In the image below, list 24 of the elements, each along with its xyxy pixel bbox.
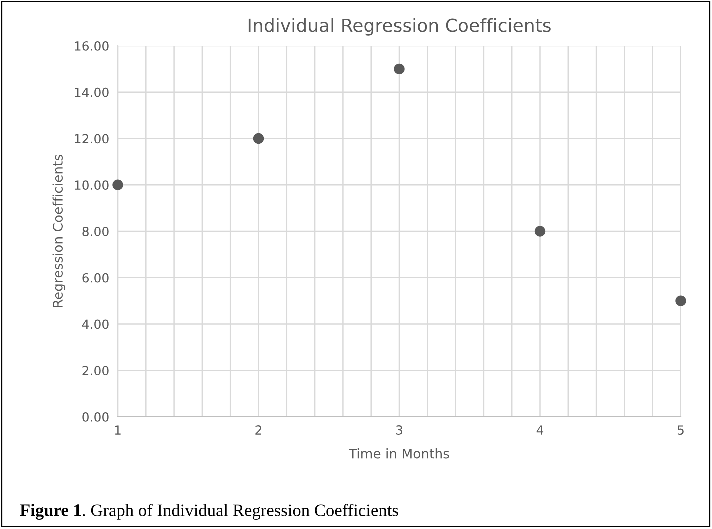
text: . Graph of Individual Regression Coefficients	[83, 504, 398, 520]
y-tick-label: 8.00	[82, 226, 109, 236]
x-axis-title: Time in Months	[349, 448, 450, 459]
y-tick-label: 2.00	[82, 366, 109, 376]
y-tick-label: 0.00	[82, 412, 109, 422]
y-tick-label: 12.00	[75, 134, 109, 144]
y-tick-label: 6.00	[82, 273, 109, 283]
point	[676, 296, 686, 306]
y-tick-label: 4.00	[82, 320, 109, 330]
chart-title: Individual Regression Coefficients	[248, 18, 551, 36]
x-tick-label: 1	[115, 426, 121, 435]
x-tick-label: 5	[678, 426, 684, 436]
point	[253, 133, 264, 144]
point	[394, 64, 405, 75]
point	[112, 180, 124, 190]
caption: Figure 1	[20, 504, 81, 520]
y-axis-title: Regression Coefficients	[52, 155, 66, 308]
x-tick-label: 3	[396, 426, 402, 436]
x-tick-label: 2	[256, 426, 262, 435]
point	[534, 226, 546, 237]
y-tick-label: 10.00	[75, 180, 109, 190]
y-tick-label: 16.00	[75, 41, 109, 51]
y-tick-label: 14.00	[75, 88, 109, 98]
x-tick-label: 4	[536, 426, 544, 435]
